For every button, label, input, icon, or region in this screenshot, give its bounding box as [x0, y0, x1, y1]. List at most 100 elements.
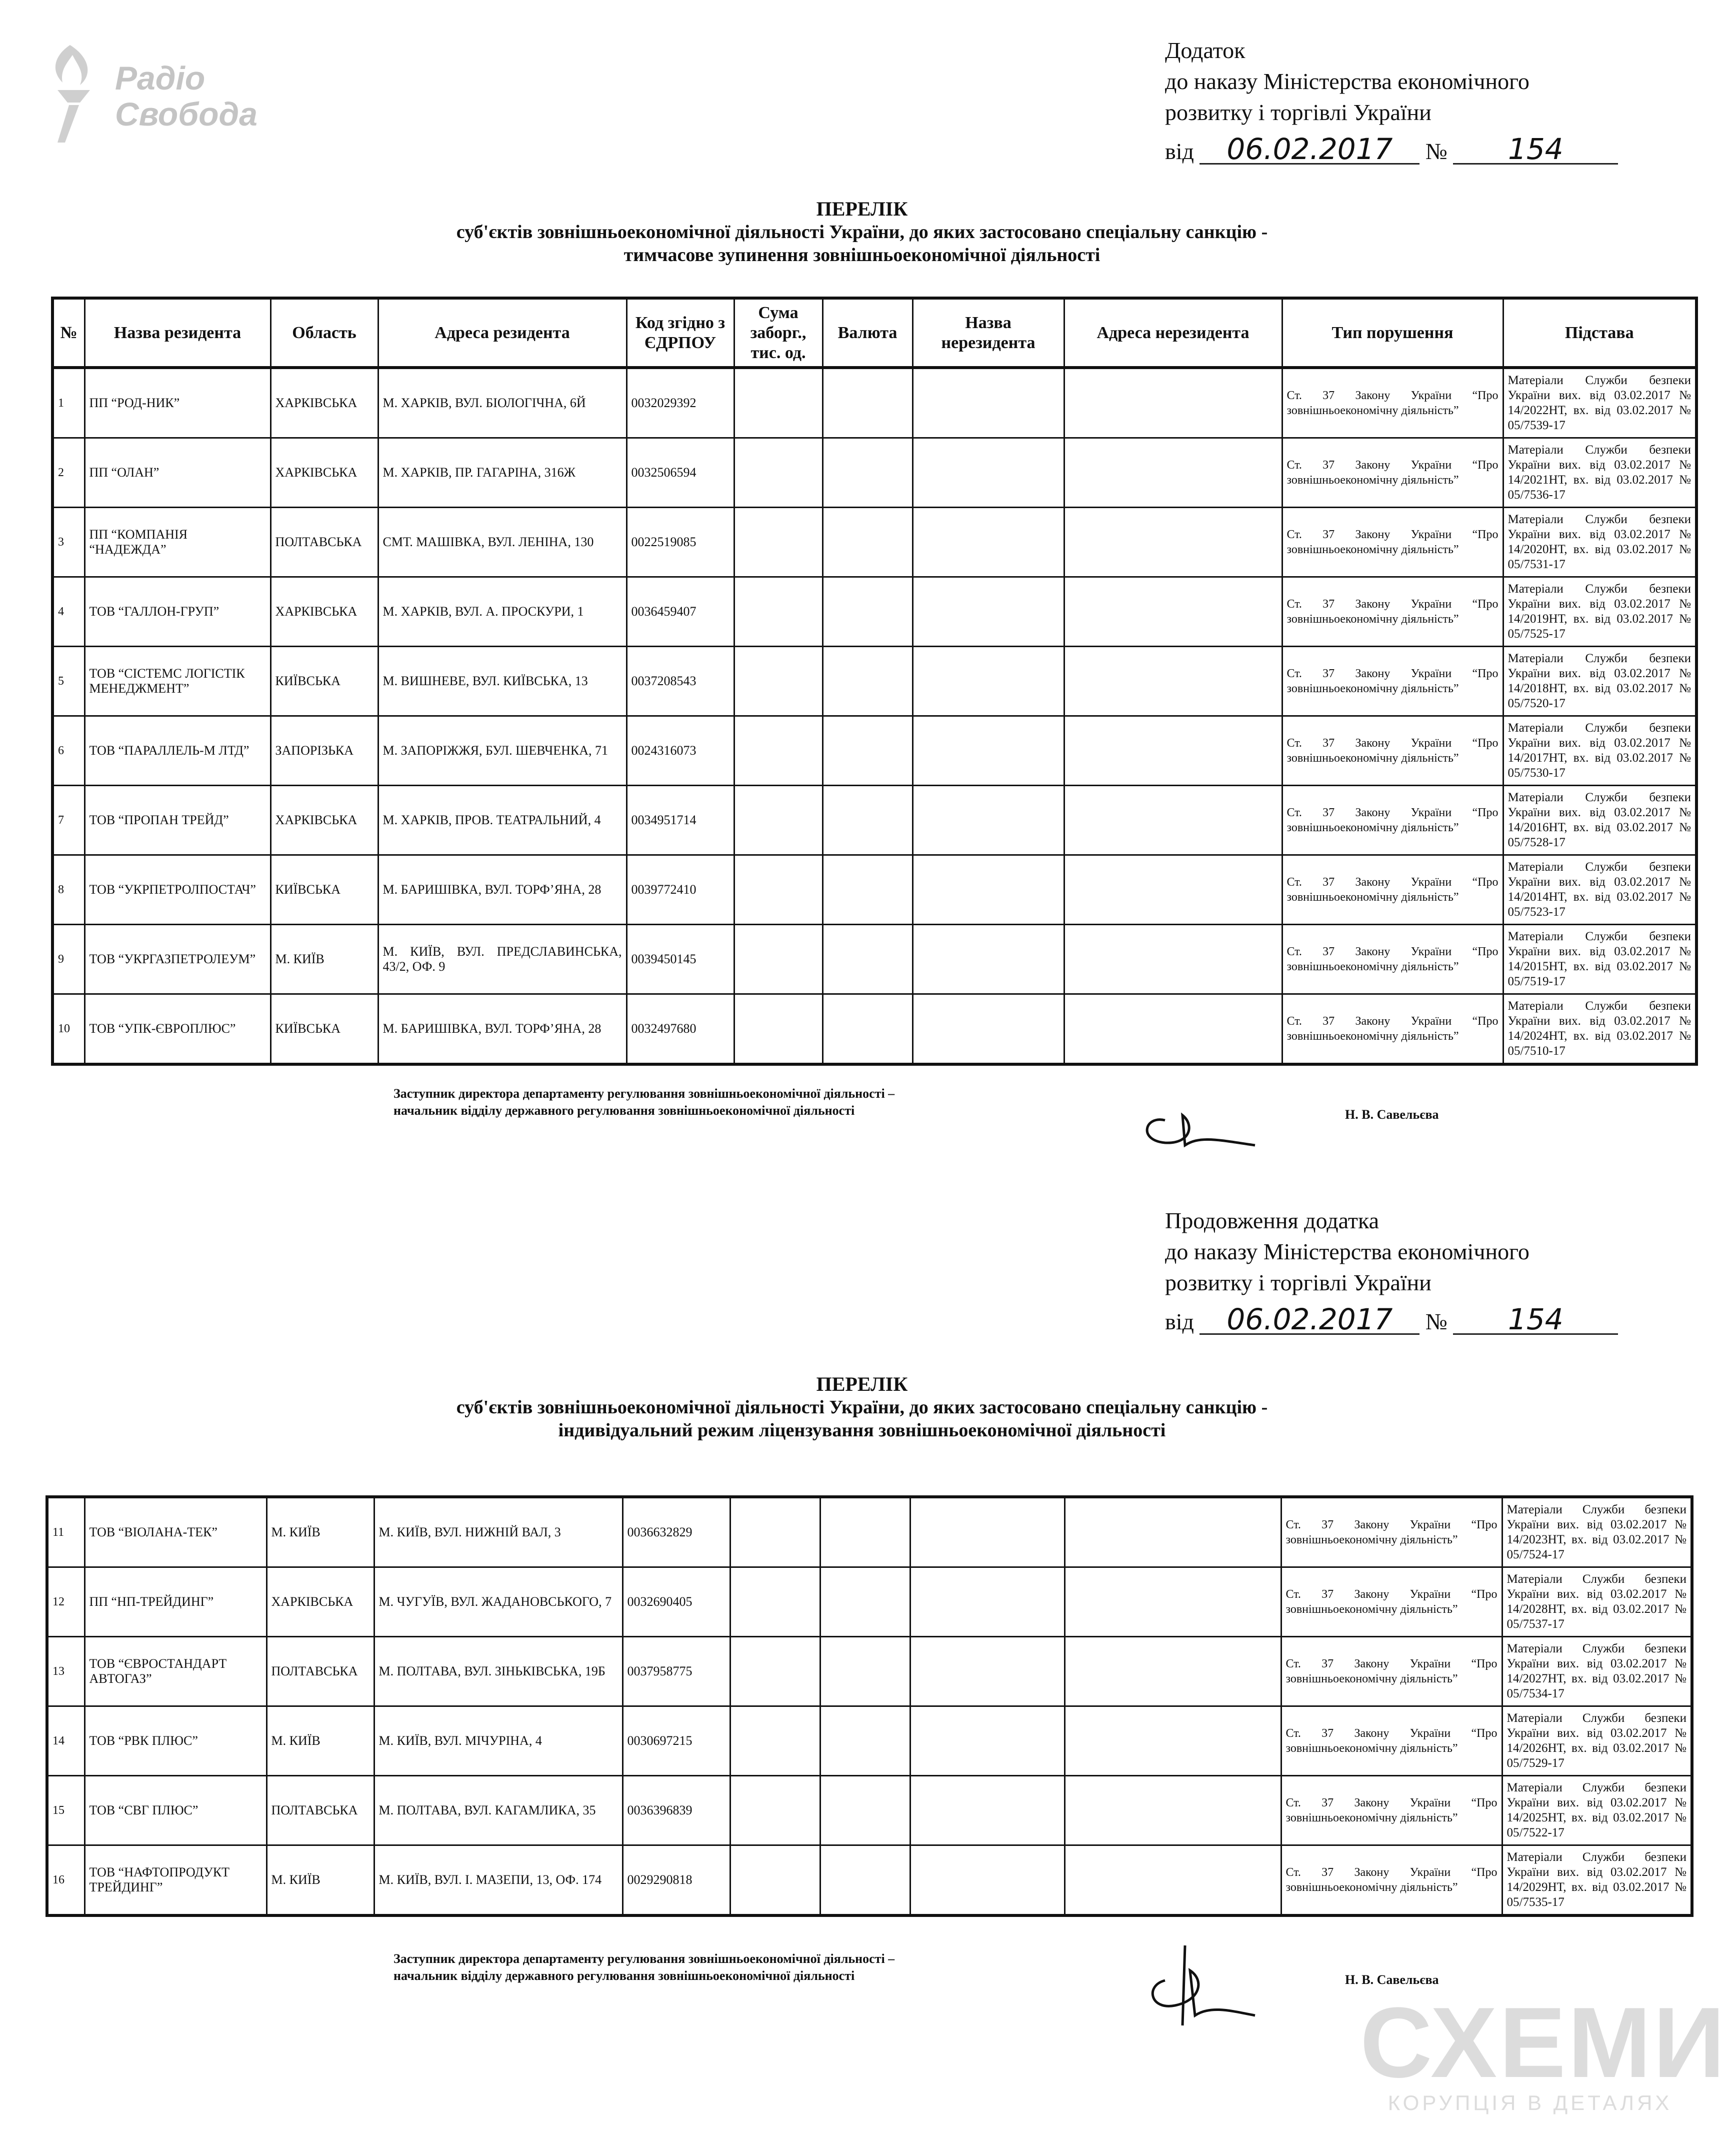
region-cell: ХАРКІВСЬКА — [270, 367, 379, 439]
watermark-tagline: КОРУПЦІЯ В ДЕТАЛЯХ — [1388, 2091, 1672, 2114]
resident-address-cell: М. ХАРКІВ, ВУЛ. БІОЛОГІЧНА, 6Й — [377, 367, 628, 439]
watermark-title: СХЕМИ — [1360, 1987, 1724, 2098]
edrpou-code-cell: 0032690405 — [622, 1566, 731, 1637]
row-number-cell: 10 — [52, 993, 86, 1065]
signatory-position-1: Заступник директора департаменту регулюв… — [394, 1086, 895, 1101]
resident-name-cell: ТОВ “СІСТЕМС ЛОГІСТІК МЕНЕДЖМЕНТ” — [84, 646, 272, 717]
violation-type-cell: Ст. 37 Закону України “Про зовнішньоекон… — [1280, 1775, 1503, 1846]
currency-cell — [819, 1496, 911, 1568]
nonresident-address-cell — [1063, 993, 1283, 1065]
nonresident-name-cell — [909, 1636, 1066, 1707]
signatory-position-1: Заступник директора департаменту регулюв… — [394, 1951, 895, 1966]
resident-address-cell: М. БАРИШІВКА, ВУЛ. ТОРФ’ЯНА, 28 — [377, 854, 628, 925]
debt-amount-cell — [729, 1844, 821, 1916]
resident-address-cell: М. ВИШНЕВЕ, ВУЛ. КИЇВСЬКА, 13 — [377, 646, 628, 717]
col-currency-header: Валюта — [822, 297, 914, 369]
table-row: 16 ТОВ “НАФТОПРОДУКТ ТРЕЙДИНГ” М. КИЇВ М. К… — [46, 1844, 1693, 1916]
region-cell: М. КИЇВ — [266, 1844, 375, 1916]
region-cell: ПОЛТАВСЬКА — [266, 1636, 375, 1707]
nonresident-address-cell — [1064, 1566, 1282, 1637]
table-row: 5 ТОВ “СІСТЕМС ЛОГІСТІК МЕНЕДЖМЕНТ” КИЇВСЬ… — [52, 646, 1698, 717]
debt-amount-cell — [729, 1705, 821, 1776]
signatory-position-2: начальник відділу державного регулювання… — [394, 1968, 855, 1983]
nonresident-name-cell — [909, 1705, 1066, 1776]
table-row: 12 ПП “НП-ТРЕЙДИНГ” ХАРКІВСЬКА М. ЧУГУЇВ, В… — [46, 1566, 1693, 1637]
row-number-cell: 8 — [52, 854, 86, 925]
nonresident-address-cell — [1064, 1775, 1282, 1846]
nonresident-name-cell — [912, 993, 1065, 1065]
violation-type-cell: Ст. 37 Закону України “Про зовнішньоекон… — [1281, 993, 1504, 1065]
row-number-cell: 9 — [52, 924, 86, 995]
col-nonresident-address-header: Адреса нерезидента — [1063, 297, 1283, 369]
edrpou-code-cell: 0032029392 — [626, 367, 735, 439]
currency-cell — [822, 507, 914, 578]
violation-type-cell: Ст. 37 Закону України “Про зовнішньоекон… — [1280, 1496, 1503, 1568]
currency-cell — [819, 1566, 911, 1637]
date-prefix: від — [1165, 1309, 1194, 1334]
basis-cell: Матеріали Служби безпеки України вих. ві… — [1501, 1636, 1693, 1707]
basis-cell: Матеріали Служби безпеки України вих. ві… — [1502, 437, 1698, 508]
table-row: 4 ТОВ “ГАЛЛОН-ГРУП” ХАРКІВСЬКА М. ХАРКІВ, В… — [52, 576, 1698, 647]
resident-address-cell: М. ХАРКІВ, ПР. ГАГАРІНА, 316Ж — [377, 437, 628, 508]
edrpou-code-cell: 0036396839 — [622, 1775, 731, 1846]
table-row: 9 ТОВ “УКРГАЗПЕТРОЛЕУМ” М. КИЇВ М. КИЇВ, ВУ… — [52, 924, 1698, 995]
nonresident-name-cell — [912, 576, 1065, 647]
resident-address-cell: М. БАРИШІВКА, ВУЛ. ТОРФ’ЯНА, 28 — [377, 993, 628, 1065]
resident-name-cell: ПП “НП-ТРЕЙДИНГ” — [84, 1566, 268, 1637]
nonresident-address-cell — [1064, 1705, 1282, 1776]
basis-cell: Матеріали Служби безпеки України вих. ві… — [1502, 993, 1698, 1065]
row-number-cell: 6 — [52, 715, 86, 786]
edrpou-code-cell: 0029290818 — [622, 1844, 731, 1916]
table-row: 13 ТОВ “ЄВРОСТАНДАРТ АВТОГАЗ” ПОЛТАВСЬКА М.… — [46, 1636, 1693, 1707]
edrpou-code-cell: 0039450145 — [626, 924, 735, 995]
basis-cell: Матеріали Служби безпеки України вих. ві… — [1501, 1705, 1693, 1776]
resident-name-cell: ТОВ “УПК-ЄВРОПЛЮС” — [84, 993, 272, 1065]
violation-type-cell: Ст. 37 Закону України “Про зовнішньоекон… — [1281, 507, 1504, 578]
radio-svoboda-logo: Радіо Свобода — [35, 35, 295, 155]
row-number-cell: 5 — [52, 646, 86, 717]
basis-cell: Матеріали Служби безпеки України вих. ві… — [1502, 576, 1698, 647]
violation-type-cell: Ст. 37 Закону України “Про зовнішньоекон… — [1281, 576, 1504, 647]
page1-title-block: ПЕРЕЛІК суб'єктів зовнішньоекономічної д… — [0, 198, 1724, 267]
table-row: 14 ТОВ “РВК ПЛЮС” М. КИЇВ М. КИЇВ, ВУЛ. МІЧ… — [46, 1705, 1693, 1776]
resident-address-cell: М. ПОЛТАВА, ВУЛ. ЗІНЬКІВСЬКА, 19Б — [373, 1636, 624, 1707]
nonresident-address-cell — [1063, 924, 1283, 995]
nonresident-name-cell — [912, 715, 1065, 786]
debt-amount-cell — [733, 367, 824, 439]
region-cell: ЗАПОРІЗЬКА — [270, 715, 379, 786]
resident-name-cell: ТОВ “ЄВРОСТАНДАРТ АВТОГАЗ” — [84, 1636, 268, 1707]
basis-cell: Матеріали Служби безпеки України вих. ві… — [1502, 785, 1698, 856]
nonresident-name-cell — [909, 1566, 1066, 1637]
edrpou-code-cell: 0030697215 — [622, 1705, 731, 1776]
row-number-cell: 2 — [52, 437, 86, 508]
debt-amount-cell — [733, 507, 824, 578]
page2-header: Продовження додатка до наказу Міністерст… — [1165, 1205, 1618, 1337]
basis-cell: Матеріали Служби безпеки України вих. ві… — [1502, 507, 1698, 578]
currency-cell — [822, 646, 914, 717]
resident-address-cell: М. ЧУГУЇВ, ВУЛ. ЖАДАНОВСЬКОГО, 7 — [373, 1566, 624, 1637]
header-line2: до наказу Міністерства економічного — [1165, 1239, 1530, 1264]
row-number-cell: 1 — [52, 367, 86, 439]
nonresident-address-cell — [1064, 1636, 1282, 1707]
edrpou-code-cell: 0022519085 — [626, 507, 735, 578]
debt-amount-cell — [729, 1775, 821, 1846]
nonresident-name-cell — [909, 1496, 1066, 1568]
nonresident-name-cell — [912, 924, 1065, 995]
col-region-header: Область — [270, 297, 379, 369]
edrpou-code-cell: 0037208543 — [626, 646, 735, 717]
header-line1: Продовження додатка — [1165, 1208, 1380, 1233]
region-cell: ХАРКІВСЬКА — [270, 437, 379, 508]
resident-address-cell: М. КИЇВ, ВУЛ. ПРЕДСЛАВИНСЬКА, 43/2, ОФ. … — [377, 924, 628, 995]
debt-amount-cell — [733, 924, 824, 995]
currency-cell — [819, 1705, 911, 1776]
table-row: 1 ПП “РОД-НИК” ХАРКІВСЬКА М. ХАРКІВ, ВУЛ. Б… — [52, 367, 1698, 439]
nonresident-address-cell — [1063, 367, 1283, 439]
table-row: 3 ПП “КОМПАНІЯ “НАДЕЖДА” ПОЛТАВСЬКА СМТ. МА… — [52, 507, 1698, 578]
resident-name-cell: ТОВ “ГАЛЛОН-ГРУП” — [84, 576, 272, 647]
resident-name-cell: ТОВ “НАФТОПРОДУКТ ТРЕЙДИНГ” — [84, 1844, 268, 1916]
row-number-cell: 7 — [52, 785, 86, 856]
currency-cell — [822, 854, 914, 925]
nonresident-address-cell — [1063, 576, 1283, 647]
region-cell: ПОЛТАВСЬКА — [266, 1775, 375, 1846]
nonresident-name-cell — [912, 437, 1065, 508]
